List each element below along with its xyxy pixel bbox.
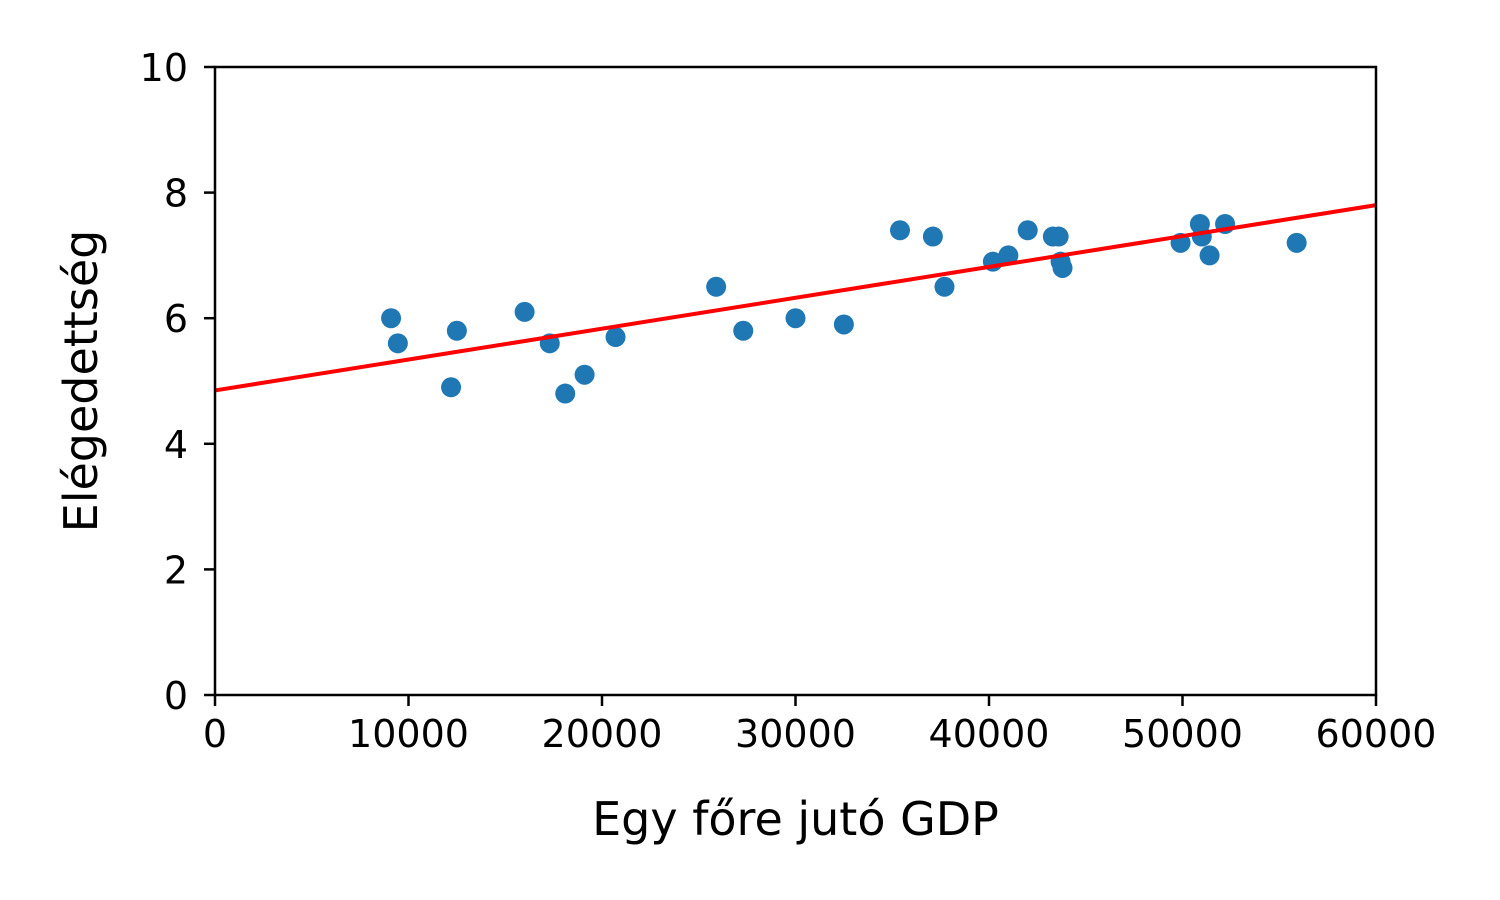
y-tick-label: 4 [164, 423, 188, 467]
data-point [889, 220, 910, 241]
x-tick-label: 40000 [929, 712, 1050, 756]
data-point [605, 327, 626, 348]
data-point [833, 314, 854, 335]
y-tick-label: 2 [164, 548, 188, 592]
data-point [446, 320, 467, 341]
data-point [1017, 220, 1038, 241]
data-point [441, 377, 462, 398]
plot-frame [213, 65, 1378, 697]
y-tick-label: 10 [140, 46, 188, 90]
data-point [1286, 232, 1307, 253]
data-point [1191, 226, 1212, 247]
data-points [381, 214, 1307, 404]
data-point [934, 276, 955, 297]
data-point [381, 308, 402, 329]
data-point [706, 276, 727, 297]
x-axis-label: Egy főre jutó GDP [592, 792, 999, 846]
y-tick-label: 0 [164, 674, 188, 718]
y-axis-label: Elégedettség [54, 230, 108, 533]
y-tick-label: 6 [164, 297, 188, 341]
x-axis-ticks: 0 10000 20000 30000 40000 50000 60000 [203, 695, 1437, 756]
fit-line [214, 203, 1377, 393]
x-tick-label: 0 [203, 712, 227, 756]
data-point [574, 364, 595, 385]
data-point [1048, 226, 1069, 247]
x-tick-label: 30000 [735, 712, 856, 756]
data-point [785, 308, 806, 329]
x-tick-label: 60000 [1316, 712, 1437, 756]
x-tick-label: 10000 [348, 712, 469, 756]
data-point [387, 333, 408, 354]
fit-line-layer [214, 203, 1377, 393]
data-point [998, 245, 1019, 266]
data-point [922, 226, 943, 247]
data-point [1199, 245, 1220, 266]
x-tick-label: 20000 [542, 712, 663, 756]
data-point [733, 320, 754, 341]
data-point [514, 301, 535, 322]
y-tick-label: 8 [164, 172, 188, 216]
data-point [555, 383, 576, 404]
y-axis-ticks: 0 2 4 6 8 10 [140, 46, 215, 718]
x-tick-label: 50000 [1122, 712, 1243, 756]
data-point [1052, 257, 1073, 278]
